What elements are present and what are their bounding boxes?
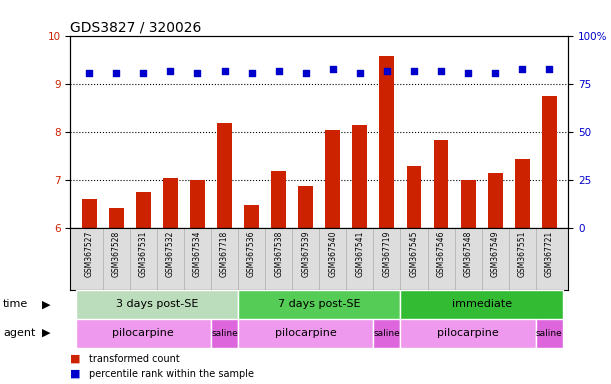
Text: GSM367534: GSM367534 xyxy=(193,231,202,277)
Point xyxy=(111,70,121,76)
Bar xyxy=(536,319,563,348)
Point xyxy=(355,70,365,76)
Bar xyxy=(434,140,448,228)
Text: GSM367536: GSM367536 xyxy=(247,231,256,277)
Text: GSM367721: GSM367721 xyxy=(545,231,554,277)
Point xyxy=(436,68,446,74)
Text: percentile rank within the sample: percentile rank within the sample xyxy=(89,369,254,379)
Text: GSM367546: GSM367546 xyxy=(436,231,445,277)
Text: GSM367718: GSM367718 xyxy=(220,231,229,277)
Text: GDS3827 / 320026: GDS3827 / 320026 xyxy=(70,21,202,35)
Text: GSM367551: GSM367551 xyxy=(518,231,527,277)
Point xyxy=(518,66,527,72)
Point xyxy=(247,70,257,76)
Text: GSM367541: GSM367541 xyxy=(356,231,364,277)
Text: saline: saline xyxy=(211,329,238,338)
Text: time: time xyxy=(3,299,28,310)
Bar xyxy=(379,56,394,228)
Text: pilocarpine: pilocarpine xyxy=(112,328,174,338)
Bar xyxy=(353,125,367,228)
Bar xyxy=(400,319,536,348)
Text: GSM367527: GSM367527 xyxy=(85,231,93,277)
Text: 7 days post-SE: 7 days post-SE xyxy=(278,299,360,310)
Bar xyxy=(488,173,503,228)
Bar xyxy=(298,186,313,228)
Bar xyxy=(373,319,400,348)
Point xyxy=(382,68,392,74)
Text: GSM367540: GSM367540 xyxy=(328,231,337,277)
Text: GSM367539: GSM367539 xyxy=(301,231,310,277)
Bar xyxy=(76,290,238,319)
Point xyxy=(166,68,175,74)
Point xyxy=(84,70,94,76)
Bar xyxy=(109,208,123,228)
Text: GSM367532: GSM367532 xyxy=(166,231,175,277)
Point xyxy=(409,68,419,74)
Bar xyxy=(244,205,259,228)
Point xyxy=(463,70,473,76)
Text: ▶: ▶ xyxy=(42,299,51,310)
Bar xyxy=(325,130,340,228)
Text: ■: ■ xyxy=(70,354,84,364)
Point xyxy=(219,68,229,74)
Bar xyxy=(136,192,151,228)
Bar xyxy=(461,180,475,228)
Bar xyxy=(163,178,178,228)
Text: pilocarpine: pilocarpine xyxy=(275,328,337,338)
Text: GSM367548: GSM367548 xyxy=(464,231,472,277)
Point xyxy=(490,70,500,76)
Text: ▶: ▶ xyxy=(42,328,51,338)
Bar xyxy=(238,319,373,348)
Point xyxy=(301,70,310,76)
Point xyxy=(192,70,202,76)
Point xyxy=(328,66,338,72)
Bar xyxy=(406,166,422,228)
Text: GSM367549: GSM367549 xyxy=(491,231,500,277)
Text: GSM367719: GSM367719 xyxy=(382,231,392,277)
Text: GSM367538: GSM367538 xyxy=(274,231,283,277)
Bar xyxy=(190,180,205,228)
Text: 3 days post-SE: 3 days post-SE xyxy=(115,299,198,310)
Bar xyxy=(211,319,238,348)
Text: transformed count: transformed count xyxy=(89,354,180,364)
Point xyxy=(544,66,554,72)
Text: ■: ■ xyxy=(70,369,84,379)
Point xyxy=(274,68,284,74)
Bar xyxy=(400,290,563,319)
Bar xyxy=(82,199,97,228)
Text: immediate: immediate xyxy=(452,299,511,310)
Text: saline: saline xyxy=(536,329,563,338)
Bar xyxy=(515,159,530,228)
Bar xyxy=(238,290,400,319)
Bar xyxy=(271,171,286,228)
Text: pilocarpine: pilocarpine xyxy=(437,328,499,338)
Bar xyxy=(76,319,211,348)
Point xyxy=(139,70,148,76)
Text: agent: agent xyxy=(3,328,35,338)
Text: GSM367528: GSM367528 xyxy=(112,231,121,277)
Bar xyxy=(217,123,232,228)
Text: GSM367531: GSM367531 xyxy=(139,231,148,277)
Text: GSM367545: GSM367545 xyxy=(409,231,419,277)
Bar xyxy=(542,96,557,228)
Text: saline: saline xyxy=(373,329,400,338)
